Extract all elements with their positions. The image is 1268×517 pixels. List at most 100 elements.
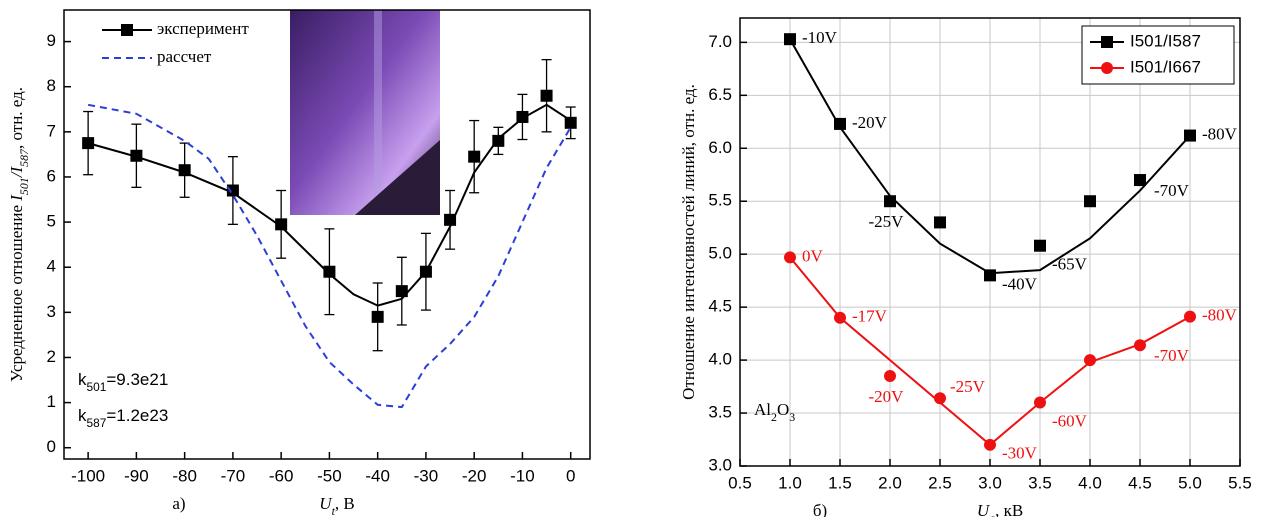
text-part: I: [7, 194, 26, 202]
panel-label: б): [813, 501, 827, 517]
x-tick-label: 0: [566, 466, 575, 485]
x-axis-title: Ut, В: [319, 494, 354, 517]
point: [1134, 174, 1146, 187]
point: [371, 310, 384, 323]
x-tick-label: 4.5: [1128, 473, 1152, 492]
legend-marker: [1101, 36, 1113, 48]
y-tick-label: 3.0: [708, 455, 732, 474]
y-tick-label: 7.0: [708, 32, 732, 51]
text-part: Отношение интенсивностей линий, отн. ед.: [679, 84, 698, 400]
text-part: k: [78, 370, 87, 389]
panel-label: а): [172, 494, 185, 513]
plot-frame: [739, 17, 1241, 467]
text-part: U: [319, 494, 333, 513]
x-tick-label: 5.0: [1178, 473, 1202, 492]
x-tick-label: -40: [365, 466, 390, 485]
text-part: 2: [771, 410, 777, 424]
point: [784, 251, 796, 264]
point: [934, 216, 946, 229]
legend-marker: [1101, 62, 1113, 74]
point: [834, 117, 846, 130]
point-label: 0V: [802, 246, 824, 265]
point: [1034, 396, 1046, 409]
point: [419, 265, 432, 278]
x-tick-label: 2.0: [878, 473, 902, 492]
point: [884, 195, 896, 208]
text-part: =1.2e23: [106, 406, 168, 425]
y-tick-label: 5: [47, 212, 56, 231]
point-label: -20V: [852, 113, 888, 132]
legend-marker: [121, 24, 133, 36]
point-label: -70V: [1154, 346, 1190, 365]
point: [984, 438, 996, 451]
point: [178, 164, 191, 177]
point: [226, 184, 239, 197]
y-tick-label: 6.0: [708, 138, 732, 157]
text-part: , отн. ед.: [7, 87, 26, 149]
point: [1034, 239, 1046, 252]
x-tick-label: 1.5: [828, 473, 852, 492]
y-tick-label: 8: [47, 76, 56, 95]
text-part: 587: [17, 148, 31, 167]
text-part: =9.3e21: [106, 370, 168, 389]
point: [934, 392, 946, 405]
point: [834, 311, 846, 324]
x-tick-label: -60: [269, 466, 294, 485]
series-line: [87, 103, 572, 409]
x-tick-label: -80: [172, 466, 197, 485]
point-label: -65V: [1052, 255, 1088, 274]
point: [492, 134, 505, 147]
x-tick-label: 2.5: [928, 473, 952, 492]
text-part: k: [78, 406, 87, 425]
point: [444, 213, 457, 226]
y-tick-label: 1: [47, 392, 56, 411]
x-tick-label: -70: [221, 466, 246, 485]
legend-label: I501/I587: [1130, 31, 1201, 50]
legend-label: эксперимент: [157, 19, 249, 38]
point-label: -40V: [1002, 274, 1038, 293]
annotation: k587=1.2e23: [78, 406, 168, 430]
y-tick-label: 5.5: [708, 191, 732, 210]
point: [1184, 310, 1196, 323]
point-label: -30V: [1002, 444, 1038, 463]
point: [275, 218, 288, 231]
point-label: -80V: [1202, 124, 1238, 143]
y-tick-label: 4: [47, 257, 56, 276]
x-tick-label: 5.5: [1228, 473, 1252, 492]
point: [540, 89, 553, 102]
point: [82, 137, 95, 150]
point: [395, 285, 408, 298]
y-tick-label: 5.0: [708, 244, 732, 263]
point: [564, 116, 577, 129]
x-tick-label: 4.0: [1078, 473, 1102, 492]
point: [323, 265, 336, 278]
y-tick-label: 4.0: [708, 350, 732, 369]
point: [516, 110, 529, 123]
x-axis-title: Ua, кВ: [977, 501, 1023, 517]
point-label: -25V: [950, 377, 986, 396]
x-tick-label: -20: [462, 466, 487, 485]
y-tick-label: 3: [47, 302, 56, 321]
x-tick-label: -90: [124, 466, 149, 485]
text-part: Усредненное отношение: [7, 201, 26, 382]
legend-box: [1081, 25, 1235, 85]
y-tick-label: 6: [47, 166, 56, 185]
x-tick-label: 3.5: [1028, 473, 1052, 492]
y-axis-title: Отношение интенсивностей линий, отн. ед.: [679, 84, 698, 400]
point-label: -10V: [802, 28, 838, 47]
inset-photo: [290, 10, 440, 215]
y-axis-title: Усредненное отношение I501/I587, отн. ед…: [7, 87, 31, 382]
y-tick-label: 2: [47, 347, 56, 366]
point-label: -25V: [869, 212, 905, 231]
x-tick-label: 0.5: [728, 473, 752, 492]
y-tick-label: 6.5: [708, 85, 732, 104]
point: [1184, 129, 1196, 142]
point-label: -17V: [852, 307, 888, 326]
point-label: -20V: [869, 387, 905, 406]
point: [884, 369, 896, 382]
annotation: Al2O3: [754, 400, 795, 424]
x-tick-label: 1.0: [778, 473, 802, 492]
x-tick-label: -100: [71, 466, 105, 485]
point: [984, 269, 996, 282]
point: [784, 33, 796, 46]
